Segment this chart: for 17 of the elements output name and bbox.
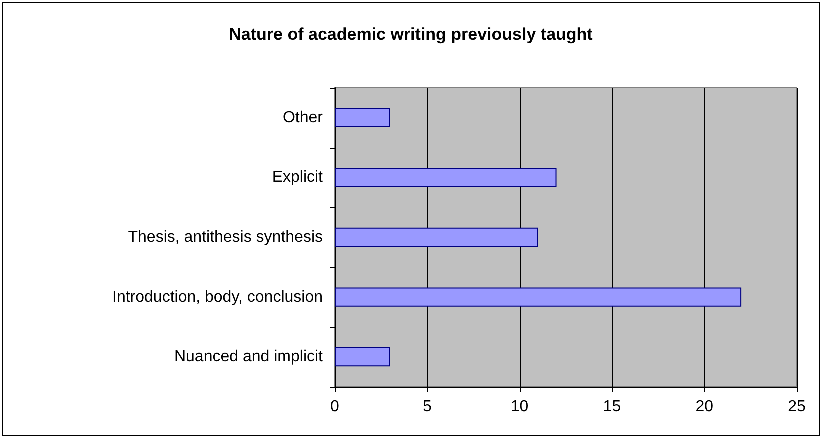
- x-tick-label: 20: [696, 398, 714, 416]
- x-tick-label: 15: [603, 398, 622, 416]
- bar: [335, 228, 538, 248]
- x-tick-label: 25: [788, 398, 806, 416]
- bar: [335, 348, 390, 367]
- y-tick-label: Explicit: [272, 169, 324, 186]
- x-tick-label: 10: [510, 398, 529, 416]
- chart-title: Nature of academic writing previously taught: [229, 25, 594, 44]
- y-tick-label: Introduction, body, conclusion: [112, 288, 323, 306]
- bar: [335, 108, 390, 128]
- x-tick-label: 0: [330, 398, 340, 416]
- y-tick-label: Thesis, antithesis synthesis: [128, 229, 323, 246]
- bar: [335, 288, 742, 307]
- x-tick-label: 5: [422, 398, 432, 416]
- y-tick-label: Nuanced and implicit: [174, 348, 324, 366]
- bar: [335, 168, 557, 188]
- y-tick-label: Other: [282, 109, 324, 126]
